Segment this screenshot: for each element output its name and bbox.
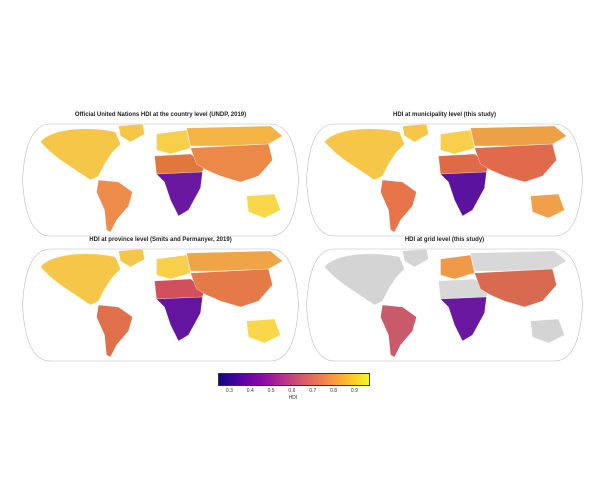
map-title: HDI at province level (Smits and Permany… [89,237,232,243]
region-na [40,253,121,306]
colorbar-tick: 0.8 [330,388,338,394]
region-russia [470,125,567,147]
colorbar-tick: 0.5 [267,388,275,394]
region-africa [156,296,203,342]
colorbar-tick: 0.7 [309,388,317,394]
region-sa [380,304,417,358]
map-panel-country: Official United Nations HDI at the count… [18,112,303,237]
map-title: HDI at grid level (this study) [404,237,485,243]
map-title: HDI at municipality level (this study) [392,112,497,118]
region-greenland [118,248,145,268]
colorbar-tick: 0.3 [225,388,233,394]
region-asia [474,268,557,308]
region-asia [190,143,273,183]
world-map [306,123,583,237]
colorbar-tick: 0.9 [350,388,358,394]
colorbar-label: HDI [288,395,298,401]
region-europe [440,254,475,280]
region-africa [156,171,203,217]
world-map [22,248,299,362]
region-russia [186,250,283,272]
region-australia [530,318,565,344]
region-europe [156,129,191,155]
region-sa [380,179,417,233]
region-australia [530,193,565,219]
map-panel-province: HDI at province level (Smits and Permany… [18,237,303,362]
world-map [22,123,299,237]
region-europe [156,254,191,280]
region-greenland [118,123,145,143]
region-na [324,253,405,306]
region-asia [190,268,273,308]
map-panel-grid: HDI at grid level (this study) [302,237,587,362]
region-sa [96,304,133,358]
colorbar [218,373,370,386]
region-africa [440,171,487,217]
colorbar-tick: 0.4 [246,388,254,394]
region-africa [440,296,487,342]
region-greenland [402,248,429,268]
region-greenland [402,123,429,143]
map-panel-municipality: HDI at municipality level (this study) [302,112,587,237]
region-australia [246,193,281,219]
colorbar-tick: 0.6 [288,388,296,394]
map-title: Official United Nations HDI at the count… [74,112,247,118]
region-russia [470,250,567,272]
world-map [306,248,583,362]
region-australia [246,318,281,344]
region-europe [440,129,475,155]
region-na [324,128,405,181]
region-russia [186,125,283,147]
region-asia [474,143,557,183]
region-sa [96,179,133,233]
region-na [40,128,121,181]
